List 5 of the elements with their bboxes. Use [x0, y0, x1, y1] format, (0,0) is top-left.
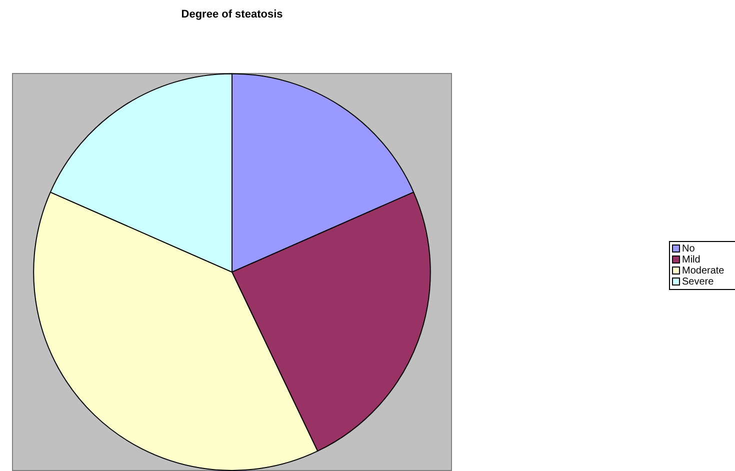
legend-label: Mild: [682, 254, 700, 266]
legend-label: Moderate: [682, 265, 725, 276]
legend-label: No: [682, 243, 696, 254]
legend-label: Severe: [682, 276, 714, 288]
chart-title: Degree of steatosis: [181, 8, 283, 21]
